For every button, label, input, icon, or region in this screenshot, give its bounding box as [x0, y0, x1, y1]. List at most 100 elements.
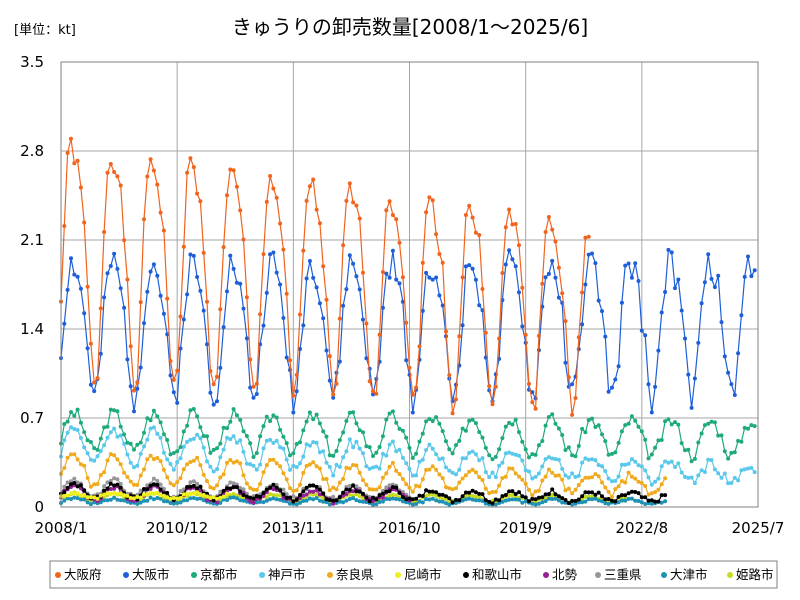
data-point	[307, 184, 312, 189]
data-point	[337, 495, 342, 500]
data-point	[483, 501, 488, 506]
data-point	[384, 485, 389, 490]
data-point	[112, 170, 117, 174]
data-point	[324, 460, 329, 465]
data-point	[294, 465, 299, 470]
data-point	[470, 215, 475, 220]
series-line	[60, 248, 756, 413]
data-point	[520, 500, 525, 505]
data-point	[264, 495, 269, 500]
data-point	[407, 365, 412, 370]
data-point	[231, 434, 236, 439]
data-point	[673, 465, 677, 469]
data-point	[556, 473, 561, 478]
data-point	[377, 332, 382, 337]
data-point	[88, 484, 93, 489]
data-point	[85, 500, 90, 505]
data-point	[102, 470, 107, 475]
data-point	[689, 405, 694, 410]
data-point	[334, 381, 339, 386]
data-point	[244, 494, 249, 499]
data-point	[327, 465, 332, 469]
data-point	[165, 438, 170, 442]
data-point	[198, 436, 203, 441]
data-point	[158, 459, 163, 464]
data-point	[314, 484, 319, 489]
data-point	[450, 411, 455, 416]
data-point	[108, 407, 113, 412]
data-point	[122, 498, 127, 503]
data-point	[450, 500, 455, 505]
data-point	[175, 460, 180, 465]
data-point	[653, 479, 658, 484]
data-point	[85, 451, 90, 456]
data-point	[556, 498, 561, 503]
data-point	[437, 499, 442, 504]
data-point	[215, 446, 219, 451]
data-point	[158, 482, 163, 487]
data-point	[188, 408, 193, 413]
data-point	[92, 446, 97, 451]
data-point	[440, 429, 445, 434]
data-point	[527, 381, 531, 386]
data-point	[570, 491, 575, 496]
data-point	[543, 474, 548, 479]
data-point	[463, 456, 468, 461]
data-point	[746, 254, 750, 259]
legend-label: 大津市	[670, 567, 708, 582]
data-point	[82, 311, 87, 316]
legend-label: 神戸市	[268, 567, 306, 582]
data-point	[437, 293, 442, 298]
data-point	[384, 497, 389, 501]
data-point	[231, 485, 236, 490]
data-point	[490, 457, 495, 462]
data-point	[92, 458, 97, 463]
data-point	[155, 478, 160, 483]
data-point	[288, 358, 292, 363]
data-point	[118, 286, 123, 291]
data-point	[616, 484, 621, 489]
data-point	[689, 459, 694, 464]
data-point	[221, 488, 226, 493]
data-point	[424, 448, 429, 452]
data-point	[643, 468, 648, 473]
data-point	[218, 489, 223, 494]
data-point	[205, 459, 209, 464]
data-point	[397, 426, 402, 431]
data-point	[556, 426, 561, 431]
data-point	[583, 475, 588, 480]
data-point	[676, 277, 681, 282]
data-point	[646, 498, 651, 503]
data-point	[510, 497, 515, 502]
data-point	[331, 494, 336, 499]
data-point	[427, 497, 432, 502]
data-point	[201, 308, 206, 313]
data-point	[699, 468, 704, 473]
data-point	[334, 462, 339, 467]
data-point	[420, 494, 425, 498]
data-point	[118, 491, 123, 496]
data-point	[404, 500, 409, 505]
data-point	[463, 264, 468, 269]
data-point	[108, 452, 113, 457]
data-point	[364, 482, 369, 487]
data-point	[473, 421, 478, 426]
data-point	[132, 482, 136, 487]
data-point	[580, 500, 585, 505]
data-point	[736, 478, 741, 483]
data-point	[354, 203, 359, 208]
data-point	[619, 498, 624, 503]
data-point	[633, 498, 638, 503]
x-tick-label: 2019/9	[499, 519, 552, 537]
data-point	[158, 493, 163, 498]
data-point	[248, 486, 253, 490]
data-point	[171, 390, 176, 395]
data-point	[261, 500, 266, 505]
data-point	[278, 488, 283, 493]
data-point	[656, 487, 661, 492]
data-point	[626, 470, 631, 475]
data-point	[470, 467, 475, 472]
data-point	[510, 422, 515, 427]
data-point	[404, 320, 409, 325]
data-point	[473, 498, 478, 503]
